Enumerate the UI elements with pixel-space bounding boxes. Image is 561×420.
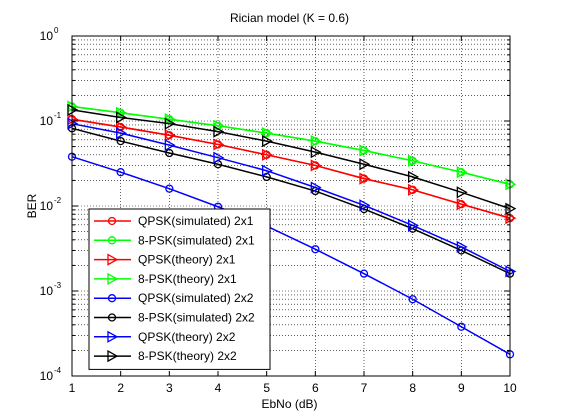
legend-label: QPSK(theory) 2x2 bbox=[138, 330, 236, 344]
chart-title: Rician model (K = 0.6) bbox=[230, 11, 349, 25]
ticks bbox=[71, 35, 511, 377]
data-point bbox=[359, 269, 369, 278]
series-line bbox=[71, 127, 511, 275]
x-tick-label: 5 bbox=[263, 381, 270, 395]
legend-marker bbox=[107, 253, 119, 266]
data-point bbox=[457, 322, 466, 331]
legend-entry: 8-PSK(simulated) 2x1 bbox=[94, 233, 255, 247]
data-point bbox=[165, 184, 174, 193]
data-point bbox=[408, 295, 417, 304]
y-tick-label: 10 bbox=[40, 284, 54, 298]
legend-label: QPSK(theory) 2x1 bbox=[138, 253, 236, 267]
legend-label: 8-PSK(simulated) 2x1 bbox=[138, 233, 255, 247]
series-line bbox=[71, 122, 511, 273]
x-tick-label: 9 bbox=[458, 381, 465, 395]
legend-marker bbox=[107, 313, 117, 322]
data-point bbox=[408, 219, 420, 232]
data-point bbox=[310, 159, 322, 172]
data-point bbox=[213, 138, 225, 151]
x-tick-label: 3 bbox=[166, 381, 173, 395]
data-point bbox=[116, 127, 128, 140]
legend-entry: 8-PSK(theory) 2x2 bbox=[94, 349, 237, 363]
x-tick-label: 7 bbox=[361, 381, 368, 395]
legend-marker bbox=[107, 349, 119, 363]
data-point bbox=[456, 166, 468, 179]
y-tick-exponent: -1 bbox=[54, 111, 62, 120]
data-point bbox=[408, 170, 420, 183]
data-point bbox=[262, 135, 274, 148]
data-point bbox=[116, 168, 125, 177]
data-point bbox=[456, 240, 468, 254]
data-point bbox=[262, 127, 274, 140]
y-tick-label: 10 bbox=[40, 199, 54, 213]
x-tick-label: 2 bbox=[117, 381, 124, 395]
data-point bbox=[456, 198, 468, 211]
x-tick-label: 8 bbox=[409, 381, 416, 395]
legend-label: 8-PSK(theory) 2x1 bbox=[138, 272, 237, 286]
x-tick-label: 10 bbox=[503, 381, 517, 395]
data-point bbox=[165, 148, 174, 158]
data-point bbox=[310, 135, 322, 148]
y-tick-exponent: -4 bbox=[54, 366, 62, 375]
data-point bbox=[213, 119, 225, 132]
y-tick-label: 10 bbox=[40, 369, 54, 383]
data-point bbox=[359, 199, 371, 212]
y-axis-label: BER bbox=[25, 193, 39, 218]
series-line bbox=[71, 109, 511, 210]
data-point bbox=[262, 164, 274, 177]
y-tick-label: 10 bbox=[40, 29, 54, 43]
x-tick-label: 1 bbox=[69, 381, 76, 395]
data-point bbox=[262, 148, 274, 161]
legend-label: 8-PSK(simulated) 2x2 bbox=[138, 311, 255, 325]
x-axis-label: EbNo (dB) bbox=[261, 397, 317, 411]
legend-marker bbox=[107, 330, 119, 343]
data-point bbox=[310, 181, 322, 194]
data-point bbox=[311, 245, 320, 254]
legend-label: QPSK(simulated) 2x1 bbox=[138, 214, 254, 228]
data-point bbox=[408, 154, 420, 167]
data-point bbox=[456, 186, 468, 199]
data-point bbox=[213, 125, 225, 138]
data-point bbox=[116, 136, 125, 146]
legend-entry: 8-PSK(simulated) 2x2 bbox=[94, 311, 255, 325]
legend-marker bbox=[107, 294, 117, 303]
series-line bbox=[71, 118, 511, 219]
legend-box bbox=[88, 208, 271, 370]
y-tick-exponent: -2 bbox=[54, 196, 62, 205]
data-point bbox=[408, 183, 420, 196]
legend-marker bbox=[107, 272, 119, 286]
data-point bbox=[359, 144, 371, 157]
series-line bbox=[71, 156, 511, 355]
legend-entry: QPSK(simulated) 2x1 bbox=[94, 214, 254, 228]
series-line bbox=[71, 105, 511, 186]
y-tick-label: 10 bbox=[40, 114, 54, 128]
legend-label: 8-PSK(theory) 2x2 bbox=[138, 349, 237, 363]
data-point bbox=[310, 146, 322, 159]
data-point bbox=[116, 111, 128, 124]
data-point bbox=[359, 158, 371, 171]
x-tick-label: 4 bbox=[215, 381, 222, 395]
legend-entry: 8-PSK(theory) 2x1 bbox=[94, 272, 237, 286]
data-point bbox=[213, 151, 225, 164]
legend-marker bbox=[107, 216, 117, 226]
legend-entry: QPSK(theory) 2x2 bbox=[94, 330, 236, 344]
legend-entry: QPSK(simulated) 2x2 bbox=[94, 291, 254, 305]
data-point bbox=[116, 120, 128, 134]
legend: QPSK(simulated) 2x1 8-PSK(simulated) 2x1 Q… bbox=[88, 208, 271, 370]
data-point bbox=[164, 129, 176, 142]
x-tick-label: 6 bbox=[312, 381, 319, 395]
y-tick-exponent: 0 bbox=[54, 26, 59, 35]
legend-entry: QPSK(theory) 2x1 bbox=[94, 253, 236, 267]
legend-marker bbox=[107, 236, 117, 245]
data-point bbox=[359, 172, 371, 185]
data-point bbox=[164, 139, 176, 152]
legend-label: QPSK(simulated) 2x2 bbox=[138, 291, 254, 305]
y-tick-exponent: -3 bbox=[54, 281, 62, 290]
data-point bbox=[164, 117, 176, 130]
